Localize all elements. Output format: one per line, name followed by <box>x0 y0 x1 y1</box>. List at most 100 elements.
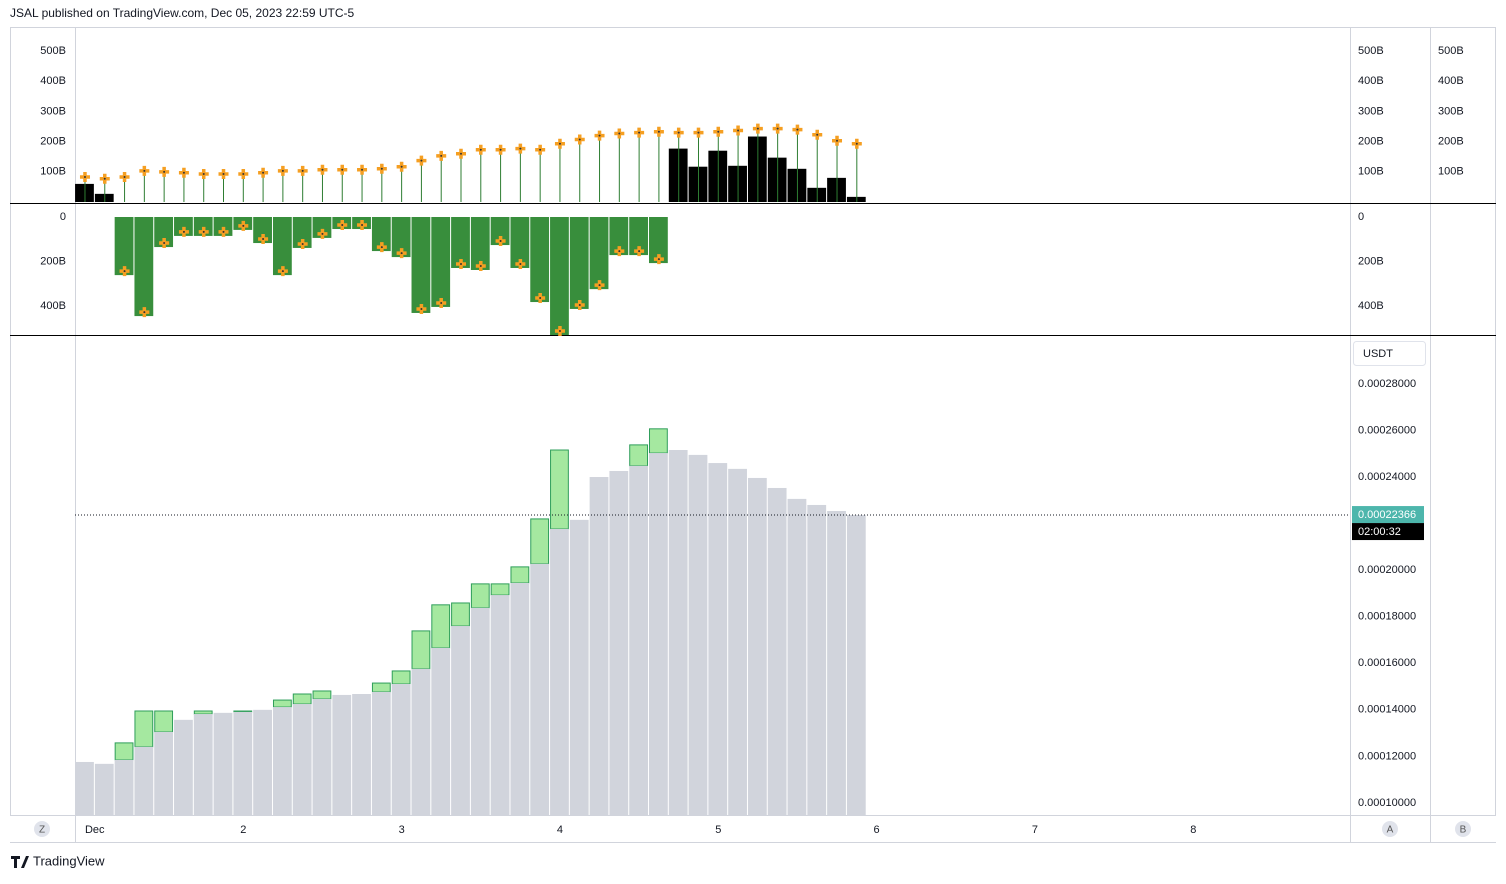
price-bar <box>371 691 391 816</box>
cross-center <box>321 232 324 235</box>
price-bar <box>451 626 470 816</box>
high-box <box>233 710 253 713</box>
y-tick-label: 200B <box>1358 255 1384 267</box>
cross-center <box>855 142 858 145</box>
x-tick-label: 8 <box>1190 824 1196 836</box>
cross-center <box>618 250 621 253</box>
cross-center <box>182 171 185 174</box>
cross-center <box>361 224 364 227</box>
cross-center <box>242 172 245 175</box>
button-label[interactable]: Z <box>39 825 45 836</box>
price-bar <box>272 707 292 816</box>
flow-bar <box>569 217 589 309</box>
button[interactable]: A <box>1382 821 1398 837</box>
cross-center <box>737 129 740 132</box>
price-bar <box>233 711 253 816</box>
flow-bar <box>154 217 174 248</box>
x-tick-label: Dec <box>85 824 105 836</box>
cross-center <box>459 262 462 265</box>
price-bar <box>609 470 629 816</box>
price-bar <box>490 595 510 816</box>
cross-center <box>222 230 225 233</box>
last-price-label: 0.00022366 <box>1358 509 1416 521</box>
cross-center <box>558 330 561 332</box>
cross-center <box>222 172 225 175</box>
cross-center <box>499 148 502 151</box>
high-box <box>391 670 411 685</box>
cross-center <box>459 152 462 155</box>
y-tick-label: 300B <box>40 105 66 117</box>
y-tick-label: 0 <box>1358 211 1364 223</box>
flow-bar <box>530 217 550 303</box>
button[interactable]: Z <box>34 821 50 837</box>
flow-bar <box>451 217 470 268</box>
currency-box[interactable] <box>1353 341 1426 366</box>
footer-brand: TradingView <box>33 853 105 868</box>
x-tick-label: 2 <box>240 824 246 836</box>
price-bar <box>431 647 451 816</box>
cross-center <box>539 148 542 151</box>
cross-center <box>143 311 146 314</box>
y-tick-label: 200B <box>40 136 66 148</box>
x-tick-label: 7 <box>1032 824 1038 836</box>
y-tick-label: 0.00018000 <box>1358 611 1416 623</box>
y-tick-label: 400B <box>40 75 66 87</box>
currency-label[interactable]: USDT <box>1363 348 1393 360</box>
high-box <box>371 682 391 693</box>
cross-center <box>400 165 403 168</box>
price-bar <box>154 731 174 816</box>
price-bar <box>668 450 688 816</box>
cross-center <box>301 169 304 172</box>
flow-bar <box>253 217 272 244</box>
y-tick-label: 0 <box>60 211 66 223</box>
cross-center <box>836 139 839 142</box>
y-tick-label: 400B <box>1438 75 1464 87</box>
button[interactable]: B <box>1455 821 1471 837</box>
cross-center <box>796 128 799 131</box>
price-bar <box>688 454 708 816</box>
cross-center <box>163 170 166 173</box>
y-tick-label: 100B <box>1358 166 1384 178</box>
flow-bar <box>490 217 510 246</box>
high-box <box>470 583 490 609</box>
price-bar <box>114 759 134 816</box>
y-tick-label: 400B <box>1358 300 1384 312</box>
button-label[interactable]: A <box>1387 825 1394 836</box>
y-tick-label: 500B <box>1438 45 1464 57</box>
cross-center <box>361 168 364 171</box>
price-bar <box>747 477 767 816</box>
price-bar <box>569 519 589 816</box>
button-label[interactable]: B <box>1460 825 1467 836</box>
cross-center <box>519 147 522 150</box>
high-box <box>193 710 213 715</box>
y-tick-label: 100B <box>1438 166 1464 178</box>
price-bar <box>352 694 371 816</box>
price-bar <box>728 468 747 816</box>
y-tick-label: 0.00026000 <box>1358 424 1416 436</box>
flow-bar <box>470 217 490 270</box>
high-box <box>451 602 470 627</box>
y-tick-label: 300B <box>1438 105 1464 117</box>
flow-bar <box>629 217 649 256</box>
x-tick-label: 6 <box>874 824 880 836</box>
cross-center <box>301 242 304 245</box>
high-box <box>292 693 312 705</box>
price-bar <box>827 511 846 816</box>
cross-center <box>182 230 185 233</box>
price-bar <box>629 465 649 816</box>
y-tick-label: 500B <box>40 45 66 57</box>
cross-center <box>657 258 660 261</box>
high-box <box>431 604 451 649</box>
high-box <box>134 710 154 748</box>
high-box <box>629 444 649 467</box>
logo <box>11 856 29 868</box>
price-bar <box>193 714 213 816</box>
y-tick-label: 0.00020000 <box>1358 564 1416 576</box>
y-tick-label: 0.00010000 <box>1358 797 1416 809</box>
price-bar <box>391 683 411 816</box>
cross-center <box>697 131 700 134</box>
price-bar <box>75 761 94 816</box>
y-tick-label: 0.00028000 <box>1358 378 1416 390</box>
cross-center <box>341 168 344 171</box>
